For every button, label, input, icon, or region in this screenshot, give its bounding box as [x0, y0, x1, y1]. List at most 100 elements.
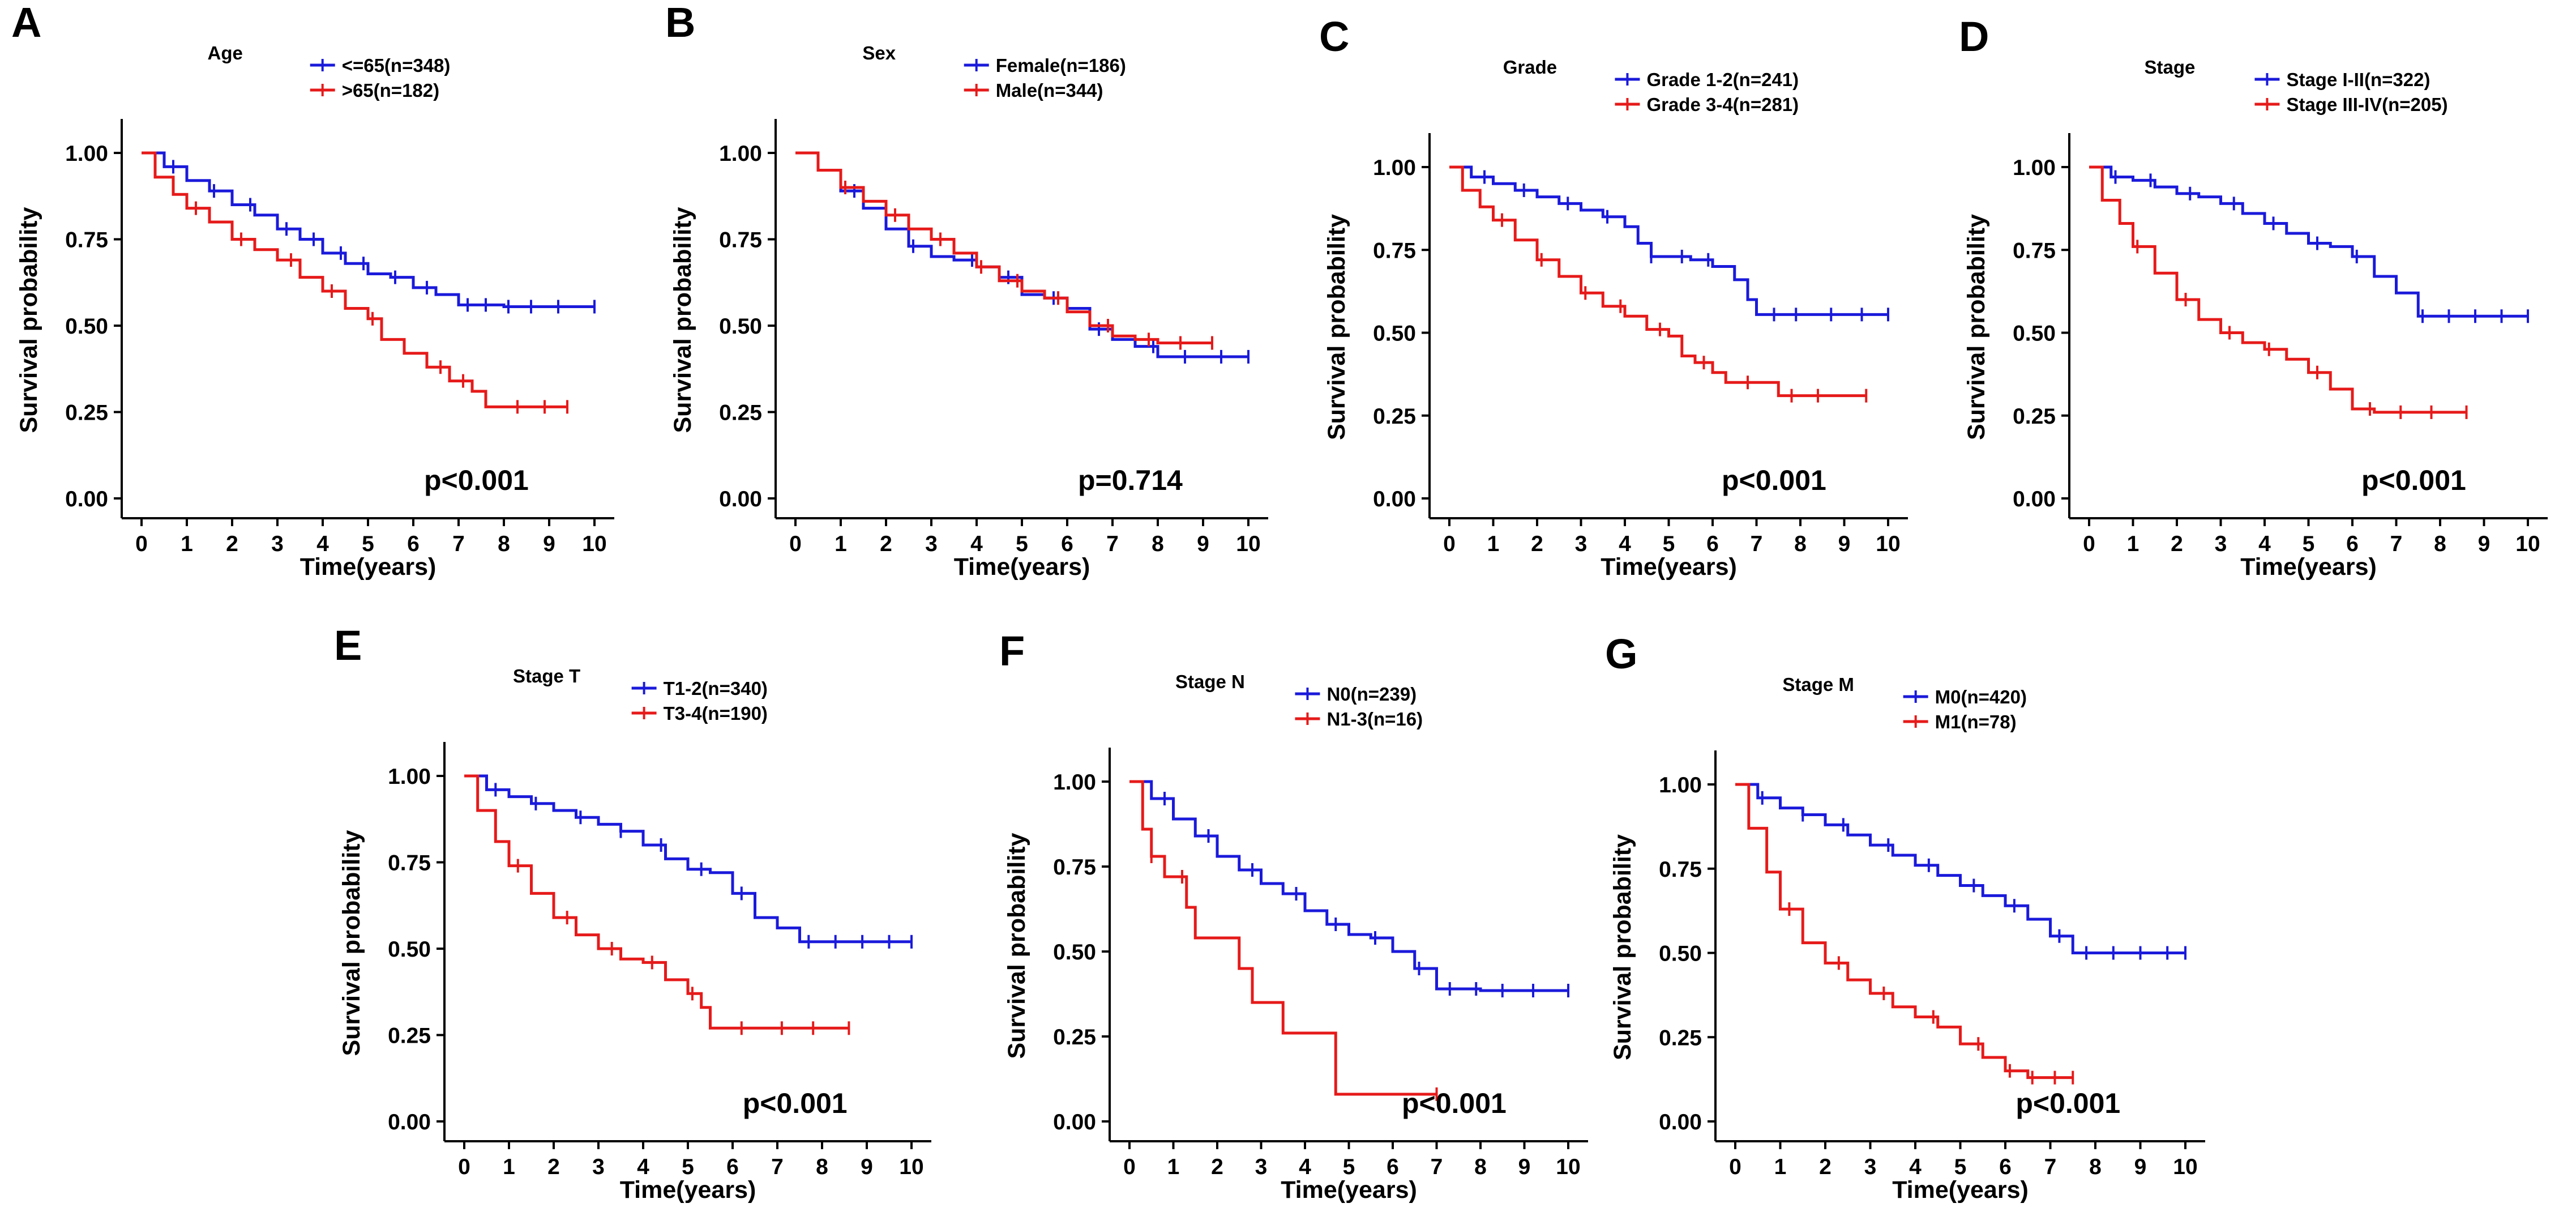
km-curve-series-2	[142, 151, 567, 408]
panel-d: D 0 1 2 3 4 5 6 7 8 9 10 0.00 0.25 0.50 0.75 1.00 Time(ye…	[1959, 13, 2548, 581]
x-tick-label: 7	[1106, 532, 1119, 556]
y-tick-label: 0.25	[388, 1024, 431, 1048]
x-tick-label: 7	[1431, 1155, 1443, 1179]
x-tick-label: 1	[2127, 532, 2139, 556]
legend-label: Grade 3-4(n=281)	[1646, 94, 1799, 115]
y-tick-label: 1.00	[1373, 156, 1416, 180]
y-tick-label: 0.75	[65, 228, 108, 253]
x-tick-label: 2	[2171, 532, 2183, 556]
panel-c: C 0 1 2 3 4 5 6 7 8 9 10 0.00 0.25 0.50 0.75 1.00 Time(ye…	[1319, 13, 1908, 581]
x-tick-label: 4	[637, 1155, 649, 1179]
panel-letter: A	[11, 0, 41, 46]
x-tick-label: 7	[452, 532, 465, 556]
x-tick-label: 9	[543, 532, 555, 556]
y-tick-label: 0.50	[1373, 322, 1416, 346]
x-tick-label: 5	[2303, 532, 2315, 556]
y-tick-label: 0.25	[1659, 1026, 1702, 1050]
x-tick-label: 3	[1255, 1155, 1268, 1179]
y-tick-label: 0.25	[1053, 1025, 1096, 1049]
p-value: p<0.001	[1402, 1087, 1507, 1119]
x-tick-label: 6	[1706, 532, 1719, 556]
x-tick-label: 0	[2083, 532, 2095, 556]
x-tick-label: 9	[1838, 532, 1851, 556]
km-curve-series-2	[1735, 783, 2073, 1080]
x-tick-label: 0	[1443, 532, 1456, 556]
x-tick-label: 7	[2390, 532, 2403, 556]
y-axis-title: Survival probability	[15, 207, 42, 433]
y-axis-title: Survival probability	[1323, 214, 1350, 440]
panel-b: B 0 1 2 3 4 5 6 7 8 9 10 0.00 0.25 0.50 0.75 1.00 Time(ye…	[665, 0, 1268, 581]
x-tick-label: 8	[1152, 532, 1164, 556]
panel-g: G 0 1 2 3 4 5 6 7 8 9 10 0.00 0.25 0.50 0.75 1.00 Time(ye…	[1605, 630, 2205, 1204]
x-tick-label: 1	[835, 532, 847, 556]
legend-title: Grade	[1503, 57, 1557, 78]
x-tick-label: 1	[1487, 532, 1500, 556]
x-tick-label: 5	[682, 1155, 694, 1179]
x-tick-label: 10	[1236, 532, 1260, 556]
legend-label: T1-2(n=340)	[664, 678, 768, 699]
y-tick-label: 0.00	[1373, 487, 1416, 511]
x-tick-label: 8	[2434, 532, 2446, 556]
x-tick-label: 10	[1876, 532, 1900, 556]
y-tick-label: 0.75	[388, 851, 431, 876]
y-tick-label: 0.25	[2013, 404, 2056, 429]
y-tick-label: 1.00	[65, 142, 108, 166]
x-tick-label: 9	[861, 1155, 873, 1179]
x-tick-label: 8	[2089, 1155, 2102, 1179]
legend-label: M1(n=78)	[1935, 711, 2017, 732]
y-tick-label: 0.00	[719, 487, 762, 511]
x-tick-label: 10	[2173, 1155, 2197, 1179]
x-tick-label: 6	[407, 532, 420, 556]
x-tick-label: 9	[2134, 1155, 2147, 1179]
x-axis-title: Time(years)	[954, 553, 1090, 581]
x-tick-label: 10	[899, 1155, 923, 1179]
x-tick-label: 6	[1061, 532, 1073, 556]
y-axis-title: Survival probability	[1003, 833, 1030, 1059]
y-tick-label: 0.00	[1659, 1110, 1702, 1134]
x-tick-label: 2	[1211, 1155, 1223, 1179]
x-tick-label: 10	[582, 532, 606, 556]
x-tick-label: 0	[458, 1155, 470, 1179]
y-tick-label: 0.50	[1659, 942, 1702, 966]
km-curve-series-2	[464, 774, 849, 1030]
km-curve-series-2	[1129, 780, 1437, 1096]
panel-letter: G	[1605, 630, 1638, 677]
km-curve-series-2	[795, 151, 1212, 344]
p-value: p<0.001	[743, 1087, 848, 1119]
x-tick-label: 5	[362, 532, 374, 556]
x-tick-label: 1	[1167, 1155, 1180, 1179]
panel-a: A 0 1 2 3 4 5 6 7 8 9 10 0.00 0.25 0.50 0.75 1.00 Time(ye…	[11, 0, 614, 581]
x-axis-title: Time(years)	[300, 553, 437, 581]
x-axis-title: Time(years)	[1281, 1176, 1417, 1204]
x-tick-label: 4	[316, 532, 329, 556]
legend-label: Grade 1-2(n=241)	[1646, 69, 1799, 90]
x-tick-label: 6	[1999, 1155, 2012, 1179]
x-axis-title: Time(years)	[1601, 553, 1737, 581]
y-tick-label: 0.75	[1373, 238, 1416, 263]
x-tick-label: 3	[271, 532, 284, 556]
x-tick-label: 0	[789, 532, 802, 556]
x-tick-label: 5	[1663, 532, 1675, 556]
legend-label: Stage I-II(n=322)	[2286, 69, 2430, 90]
x-axis-title: Time(years)	[1892, 1176, 2029, 1204]
y-tick-label: 0.50	[719, 314, 762, 339]
legend-title: Stage	[2145, 57, 2196, 78]
y-axis-title: Survival probability	[1963, 214, 1990, 440]
km-curve-series-2	[1449, 165, 1867, 398]
panel-letter: F	[999, 628, 1025, 675]
x-tick-label: 4	[1909, 1155, 1922, 1179]
p-value: p<0.001	[2016, 1087, 2120, 1119]
y-tick-label: 1.00	[1053, 770, 1096, 795]
panel-letter: B	[665, 0, 695, 46]
x-tick-label: 4	[1619, 532, 1631, 556]
y-tick-label: 0.75	[2013, 238, 2056, 263]
legend-title: Age	[208, 42, 243, 63]
km-curve-series-2	[2089, 165, 2467, 414]
x-tick-label: 2	[1819, 1155, 1832, 1179]
x-tick-label: 2	[547, 1155, 560, 1179]
panel-letter: C	[1319, 13, 1349, 60]
x-tick-label: 0	[135, 532, 148, 556]
x-tick-label: 0	[1123, 1155, 1136, 1179]
x-tick-label: 10	[1556, 1155, 1580, 1179]
